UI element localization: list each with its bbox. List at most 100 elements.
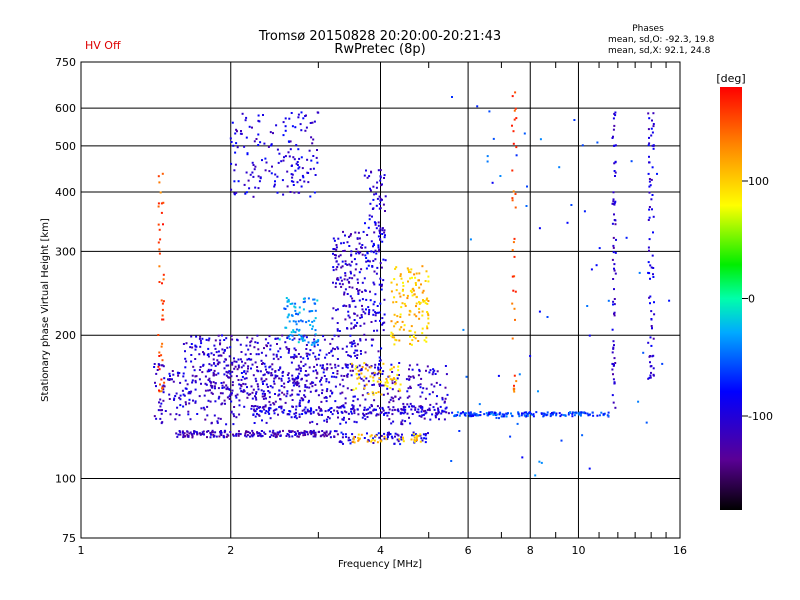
data-point bbox=[613, 213, 615, 216]
data-point bbox=[370, 434, 373, 437]
data-point bbox=[511, 337, 514, 340]
data-point bbox=[350, 410, 353, 413]
data-point bbox=[379, 439, 382, 442]
data-point bbox=[647, 261, 650, 264]
data-point bbox=[231, 121, 234, 124]
data-point bbox=[422, 299, 424, 301]
data-point bbox=[162, 318, 165, 321]
data-point bbox=[174, 418, 177, 421]
data-point bbox=[292, 330, 295, 333]
data-point bbox=[223, 349, 226, 352]
data-point bbox=[343, 304, 346, 307]
data-point bbox=[288, 348, 291, 350]
data-point bbox=[393, 296, 396, 299]
data-point bbox=[212, 374, 215, 377]
data-point bbox=[348, 316, 351, 319]
data-point bbox=[269, 365, 272, 368]
data-point bbox=[286, 347, 289, 350]
data-point bbox=[181, 430, 184, 433]
data-point bbox=[374, 363, 377, 366]
data-point bbox=[525, 415, 528, 418]
data-point bbox=[647, 246, 650, 249]
data-point bbox=[429, 418, 432, 421]
data-point bbox=[560, 413, 563, 416]
data-point bbox=[249, 344, 252, 347]
data-point bbox=[245, 191, 248, 194]
data-point bbox=[368, 406, 371, 409]
data-point bbox=[344, 363, 347, 366]
data-point bbox=[161, 409, 163, 412]
data-point bbox=[526, 185, 528, 188]
data-point bbox=[412, 431, 415, 434]
data-point bbox=[266, 345, 268, 348]
data-point bbox=[298, 433, 301, 436]
data-point bbox=[337, 416, 339, 419]
data-point bbox=[294, 414, 297, 417]
data-point bbox=[368, 311, 371, 314]
data-point bbox=[382, 329, 385, 332]
data-point bbox=[229, 346, 232, 349]
data-point bbox=[382, 362, 385, 365]
data-point bbox=[652, 125, 655, 128]
data-point bbox=[391, 371, 394, 373]
data-point bbox=[160, 412, 163, 415]
data-point bbox=[488, 110, 491, 113]
data-point bbox=[318, 413, 321, 416]
data-point bbox=[254, 395, 256, 398]
data-point bbox=[406, 390, 409, 393]
data-point bbox=[369, 290, 371, 293]
data-point bbox=[406, 294, 409, 297]
data-point bbox=[223, 431, 226, 434]
data-point bbox=[511, 302, 514, 305]
data-point bbox=[361, 298, 364, 301]
data-point bbox=[313, 343, 316, 346]
data-point bbox=[307, 373, 310, 376]
data-point bbox=[372, 309, 375, 312]
data-point bbox=[259, 141, 262, 144]
data-point bbox=[313, 345, 316, 348]
data-point bbox=[418, 317, 421, 320]
data-point bbox=[284, 401, 287, 404]
data-point bbox=[415, 284, 417, 286]
data-point bbox=[274, 393, 276, 395]
data-point bbox=[342, 418, 345, 421]
data-point bbox=[366, 440, 369, 443]
data-point bbox=[611, 368, 614, 371]
data-point bbox=[409, 271, 412, 274]
data-point bbox=[158, 355, 161, 357]
data-point bbox=[305, 126, 308, 129]
data-point bbox=[332, 281, 334, 284]
data-point bbox=[370, 344, 373, 347]
data-point bbox=[321, 389, 324, 392]
data-point bbox=[612, 236, 615, 239]
data-point bbox=[463, 412, 466, 415]
data-point bbox=[359, 316, 362, 319]
data-point bbox=[336, 372, 339, 375]
data-point bbox=[241, 375, 244, 378]
data-point bbox=[262, 390, 265, 393]
data-point bbox=[522, 412, 525, 415]
data-point bbox=[406, 297, 409, 300]
data-point bbox=[649, 376, 652, 379]
data-point bbox=[346, 363, 349, 366]
data-point bbox=[337, 364, 340, 367]
data-point bbox=[386, 379, 388, 382]
data-point bbox=[379, 407, 381, 410]
data-point bbox=[390, 320, 393, 323]
data-point bbox=[252, 175, 255, 178]
data-point bbox=[377, 368, 380, 371]
data-point bbox=[210, 381, 212, 384]
data-point bbox=[373, 231, 376, 234]
data-point bbox=[218, 435, 221, 438]
data-point bbox=[357, 289, 360, 292]
data-point bbox=[513, 387, 516, 390]
data-point bbox=[202, 433, 205, 436]
data-point bbox=[211, 429, 214, 432]
data-point bbox=[652, 144, 655, 147]
data-point bbox=[394, 435, 396, 438]
data-point bbox=[364, 254, 367, 257]
data-point bbox=[311, 431, 313, 434]
data-point bbox=[158, 281, 161, 283]
data-point bbox=[300, 319, 302, 322]
